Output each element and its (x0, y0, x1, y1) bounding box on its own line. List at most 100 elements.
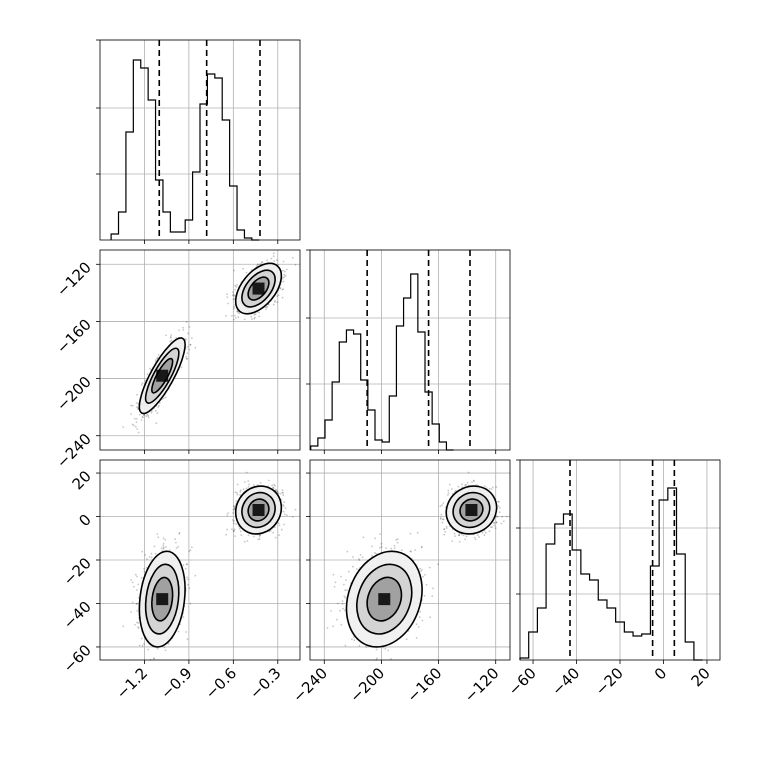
density-peak (252, 282, 265, 295)
sample-point (258, 536, 261, 538)
sample-point (282, 491, 284, 494)
sample-point (234, 535, 237, 537)
sample-point (165, 334, 167, 337)
sample-point (282, 288, 285, 291)
sample-point (418, 616, 421, 619)
sample-point (141, 416, 144, 418)
sample-point (226, 514, 229, 517)
sample-point (156, 533, 159, 535)
sample-point (277, 263, 280, 266)
sample-point (238, 527, 241, 530)
sample-point (282, 277, 284, 279)
scatter-panel: −240−200−160−120 (53, 249, 301, 472)
sample-point (232, 293, 235, 296)
sample-point (146, 373, 149, 375)
sample-point (163, 646, 166, 649)
sample-point (130, 413, 132, 415)
sample-point (154, 359, 157, 361)
sample-point (137, 408, 139, 410)
sample-point (284, 274, 287, 277)
sample-point (153, 657, 155, 660)
sample-point (185, 355, 188, 358)
sample-point (272, 486, 274, 489)
sample-point (137, 403, 140, 405)
sample-point (232, 508, 235, 511)
sample-point (163, 397, 165, 400)
sample-point (185, 321, 188, 323)
sample-point (326, 627, 329, 629)
sample-point (140, 577, 143, 579)
sample-point (175, 547, 178, 549)
sample-point (178, 531, 181, 534)
sample-point (279, 287, 282, 289)
sample-point (156, 357, 158, 360)
sample-point (247, 534, 250, 537)
sample-point (259, 482, 262, 484)
sample-point (132, 424, 135, 427)
sample-point (186, 357, 188, 360)
sample-point (135, 421, 138, 424)
sample-point (424, 573, 426, 576)
sample-point (344, 596, 347, 599)
sample-point (185, 631, 188, 633)
sample-point (156, 356, 159, 359)
sample-point (178, 329, 180, 332)
sample-point (155, 409, 157, 412)
sample-point (233, 269, 236, 272)
sample-point (332, 625, 334, 628)
sample-point (272, 531, 275, 534)
sample-point (247, 485, 250, 488)
density-peak (156, 369, 169, 382)
sample-point (162, 542, 165, 545)
sample-point (130, 579, 132, 581)
sample-point (240, 534, 243, 537)
sample-point (169, 336, 172, 338)
sample-point (231, 519, 234, 521)
sample-point (239, 530, 242, 533)
sample-point (184, 338, 187, 340)
sample-point (186, 576, 188, 579)
sample-point (232, 529, 235, 532)
sample-point (421, 568, 423, 571)
sample-point (136, 418, 138, 420)
sample-point (233, 307, 235, 310)
sample-point (387, 649, 390, 652)
sample-point (265, 308, 267, 311)
sample-point (291, 256, 294, 259)
sample-point (239, 490, 242, 493)
sample-point (358, 559, 361, 561)
sample-point (232, 291, 234, 293)
sample-point (279, 493, 282, 495)
sample-point (258, 534, 261, 537)
sample-point (344, 644, 347, 647)
sample-point (234, 284, 237, 287)
sample-point (274, 536, 277, 539)
sample-point (231, 294, 234, 297)
sample-point (277, 522, 280, 524)
sample-point (164, 649, 167, 652)
sample-point (188, 326, 191, 328)
sample-point (238, 312, 241, 315)
sample-point (189, 343, 192, 346)
sample-point (271, 484, 273, 487)
x-tick-label: −1.2 (113, 664, 151, 702)
sample-point (242, 267, 245, 270)
sample-point (272, 303, 275, 306)
sample-point (256, 264, 258, 267)
sample-point (186, 352, 189, 355)
sample-point (131, 404, 134, 407)
sample-point (352, 565, 354, 568)
sample-point (373, 552, 376, 554)
sample-point (155, 422, 158, 425)
sample-point (266, 305, 269, 308)
x-tick-label: −0.6 (202, 664, 240, 702)
sample-point (243, 318, 246, 321)
sample-point (132, 585, 135, 588)
sample-point (233, 530, 236, 533)
sample-point (347, 570, 350, 573)
sample-point (140, 419, 143, 421)
sample-point (281, 288, 284, 291)
sample-point (148, 556, 151, 558)
sample-point (336, 602, 339, 605)
